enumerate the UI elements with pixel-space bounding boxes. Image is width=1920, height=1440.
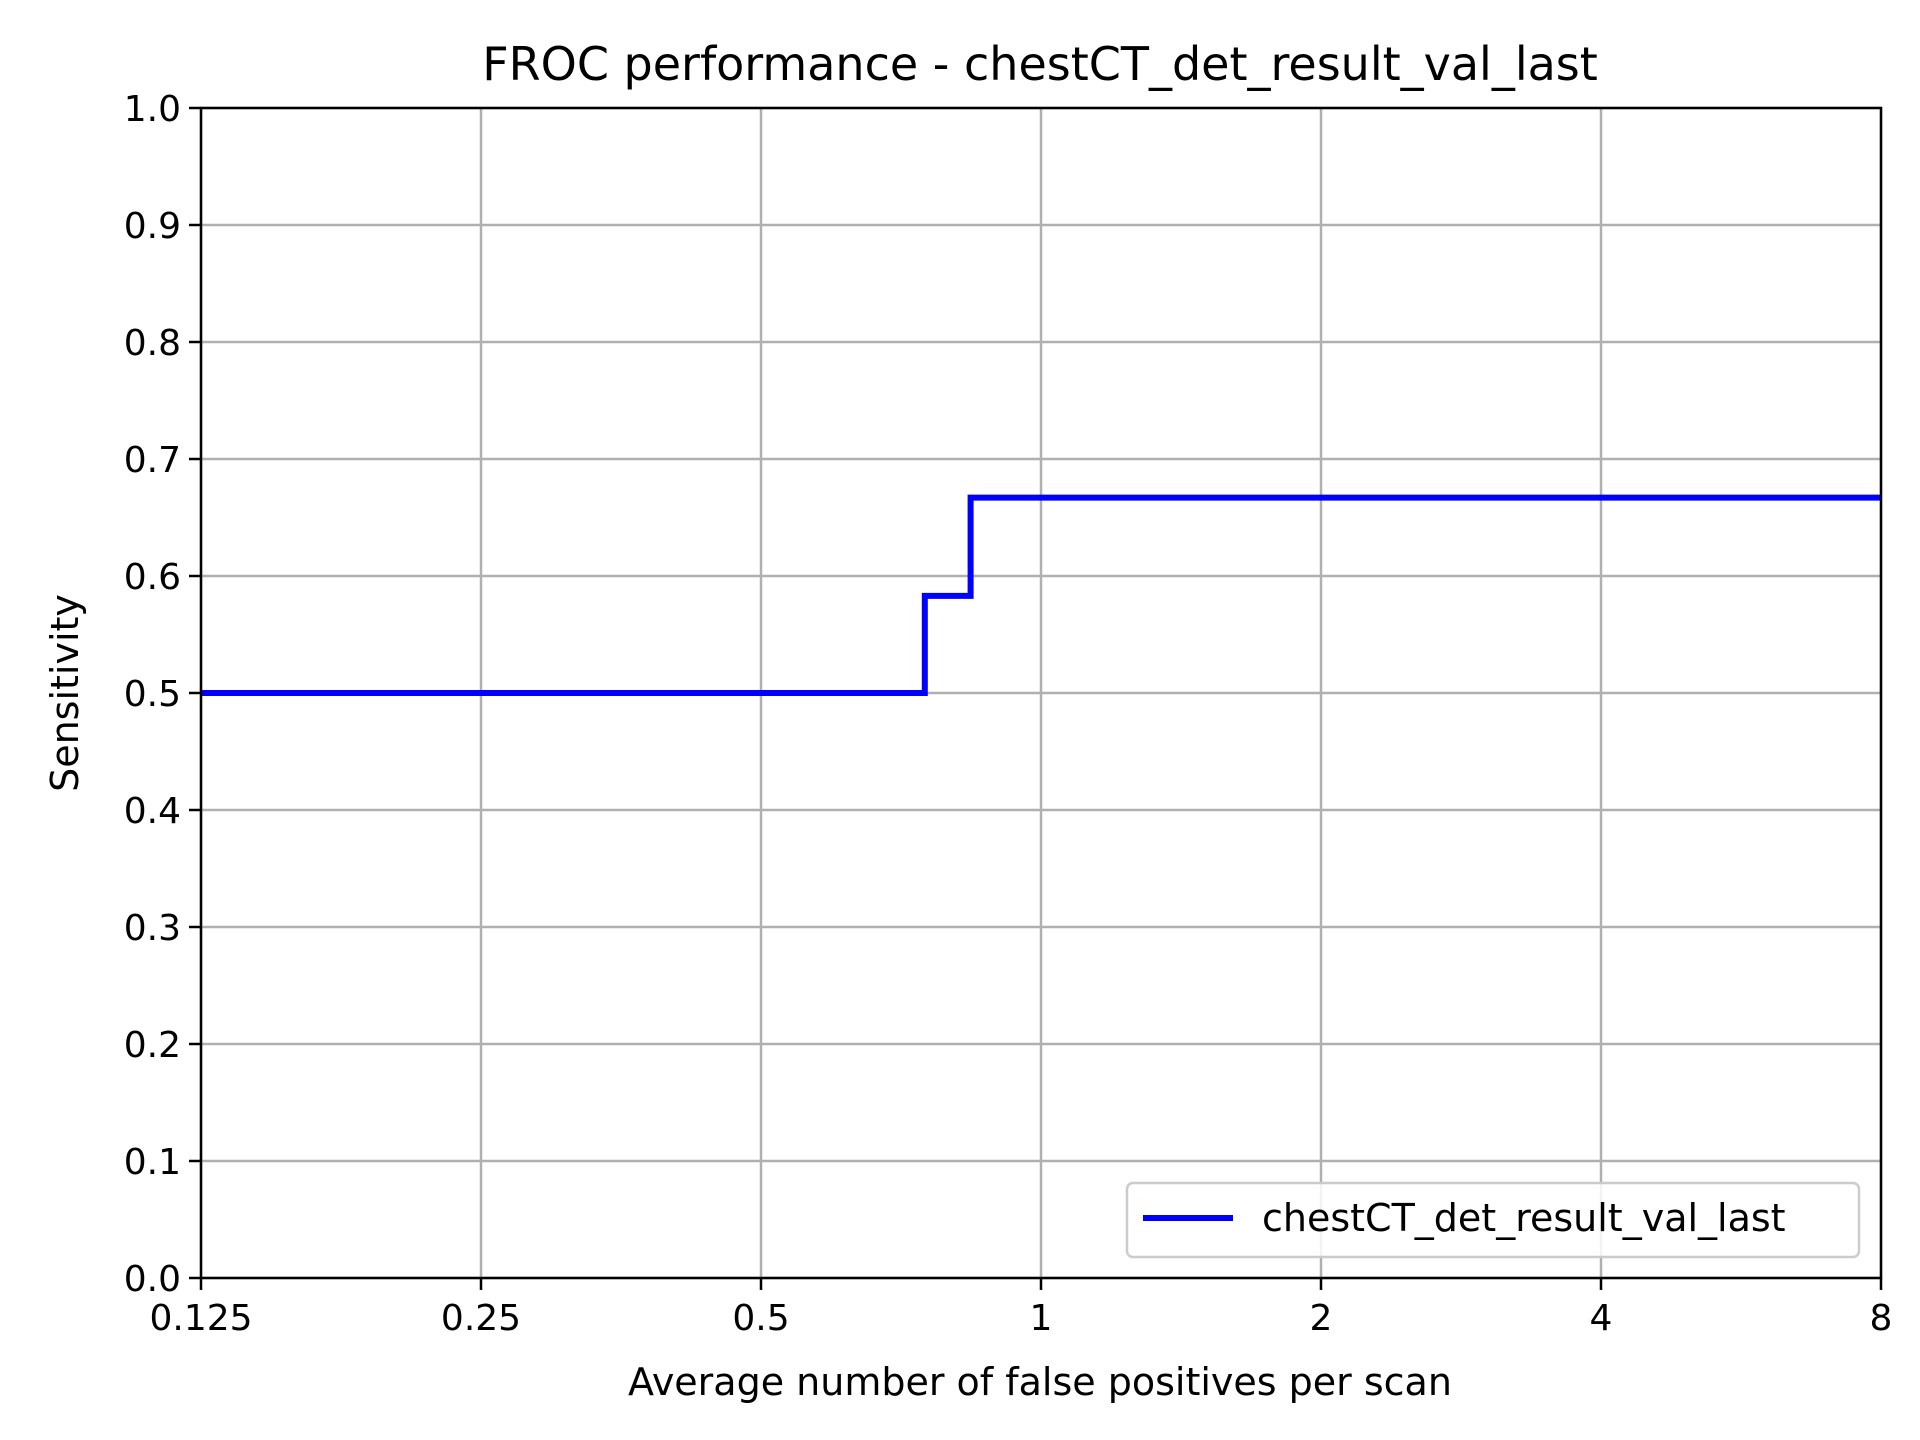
y-tick-label: 0.9	[124, 206, 181, 247]
x-tick-label: 0.125	[149, 1298, 252, 1339]
x-tick-label: 1	[1030, 1298, 1053, 1339]
y-tick-label: 1.0	[124, 89, 181, 130]
x-tick-label: 8	[1870, 1298, 1893, 1339]
y-tick-label: 0.3	[124, 908, 181, 949]
y-tick-label: 0.7	[124, 440, 181, 481]
x-tick-label: 0.25	[441, 1298, 521, 1339]
series-line	[201, 494, 1881, 696]
y-tick-label: 0.8	[124, 323, 181, 364]
y-tick-label: 0.6	[124, 557, 181, 598]
x-tick-label: 2	[1310, 1298, 1333, 1339]
y-tick-label: 0.1	[124, 1142, 181, 1183]
series-layer	[201, 494, 1881, 696]
legend-box	[1125, 1181, 1861, 1259]
legend: chestCT_det_result_val_last	[1125, 1181, 1861, 1259]
y-tick-label: 0.5	[124, 674, 181, 715]
y-tick-label: 0.0	[124, 1259, 181, 1300]
y-tick-label: 0.2	[124, 1025, 181, 1066]
x-tick-label: 0.5	[732, 1298, 789, 1339]
legend-label: chestCT_det_result_val_last	[1262, 1196, 1786, 1240]
x-tick-label: 4	[1590, 1298, 1613, 1339]
chart-title: FROC performance - chestCT_det_result_va…	[482, 37, 1598, 91]
y-axis-title: Sensitivity	[43, 594, 87, 792]
ticks: 0.125 0.25 0.5 1 2 4 8 0.0 0.1 0.2 0.3 0.4 0.5 0.6 0.7…	[124, 89, 1893, 1339]
y-tick-label: 0.4	[124, 791, 181, 832]
x-axis-title: Average number of false positives per sc…	[628, 1360, 1452, 1404]
